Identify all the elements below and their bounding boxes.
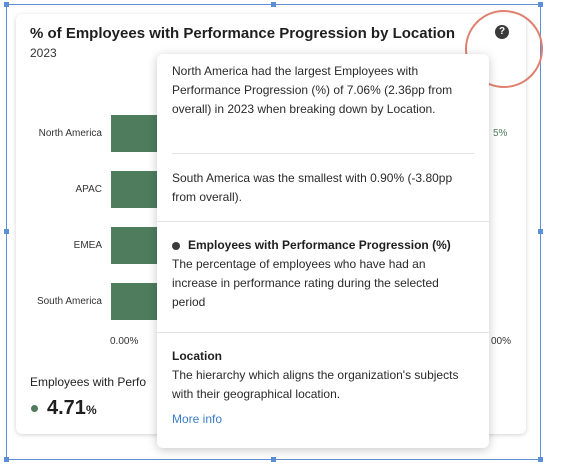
category-label: APAC [75,184,103,195]
data-label: 5% [493,128,508,139]
tooltip-dimension-description: The hierarchy which aligns the organizat… [172,368,459,401]
tooltip-insight-largest: North America had the largest Employees … [172,64,453,116]
tooltip-dimension-title: Location [172,349,222,363]
category-label: EMEA [73,240,102,251]
tooltip-metric-title: Employees with Performance Progression (… [188,238,451,252]
more-info-link[interactable]: More info [172,412,223,426]
category-label: South America [36,296,102,307]
tooltip-insight-smallest: South America was the smallest with 0.90… [172,171,453,204]
resize-handle-bottom-left[interactable] [4,457,9,462]
resize-handle-bottom-right[interactable] [538,457,543,462]
tooltip-metric-heading: Employees with Performance Progression (… [172,236,474,255]
card-subtitle: 2023 [30,46,57,60]
summary-value: 4.71% [47,397,97,420]
resize-handle-left[interactable] [4,229,9,234]
resize-handle-top[interactable] [271,2,276,7]
resize-handle-bottom[interactable] [271,457,276,462]
tooltip-divider [172,153,474,154]
x-tick-label: 00% [491,336,512,347]
summary-number: 4.71 [47,397,86,419]
card-title: % of Employees with Performance Progress… [30,25,456,42]
tooltip-divider [157,221,489,222]
tooltip-dimension-section: Location The hierarchy which aligns the … [172,347,474,429]
resize-handle-right[interactable] [538,229,543,234]
tooltip-metric-description: The percentage of employees who have had… [172,257,439,309]
metric-dot-icon [172,241,180,250]
help-icon[interactable]: ? [495,25,509,39]
info-tooltip: North America had the largest Employees … [157,54,489,448]
tooltip-divider [157,332,489,333]
highlight-ring [465,10,543,88]
resize-handle-top-right[interactable] [538,2,543,7]
category-label: North America [38,128,102,139]
tooltip-metric-section: Employees with Performance Progression (… [172,236,474,312]
summary-label: Employees with Perfo [30,375,147,389]
summary-unit: % [85,403,97,417]
x-tick-label: 0.00% [110,336,139,347]
summary-dot-icon [31,405,38,412]
resize-handle-top-left[interactable] [4,2,9,7]
